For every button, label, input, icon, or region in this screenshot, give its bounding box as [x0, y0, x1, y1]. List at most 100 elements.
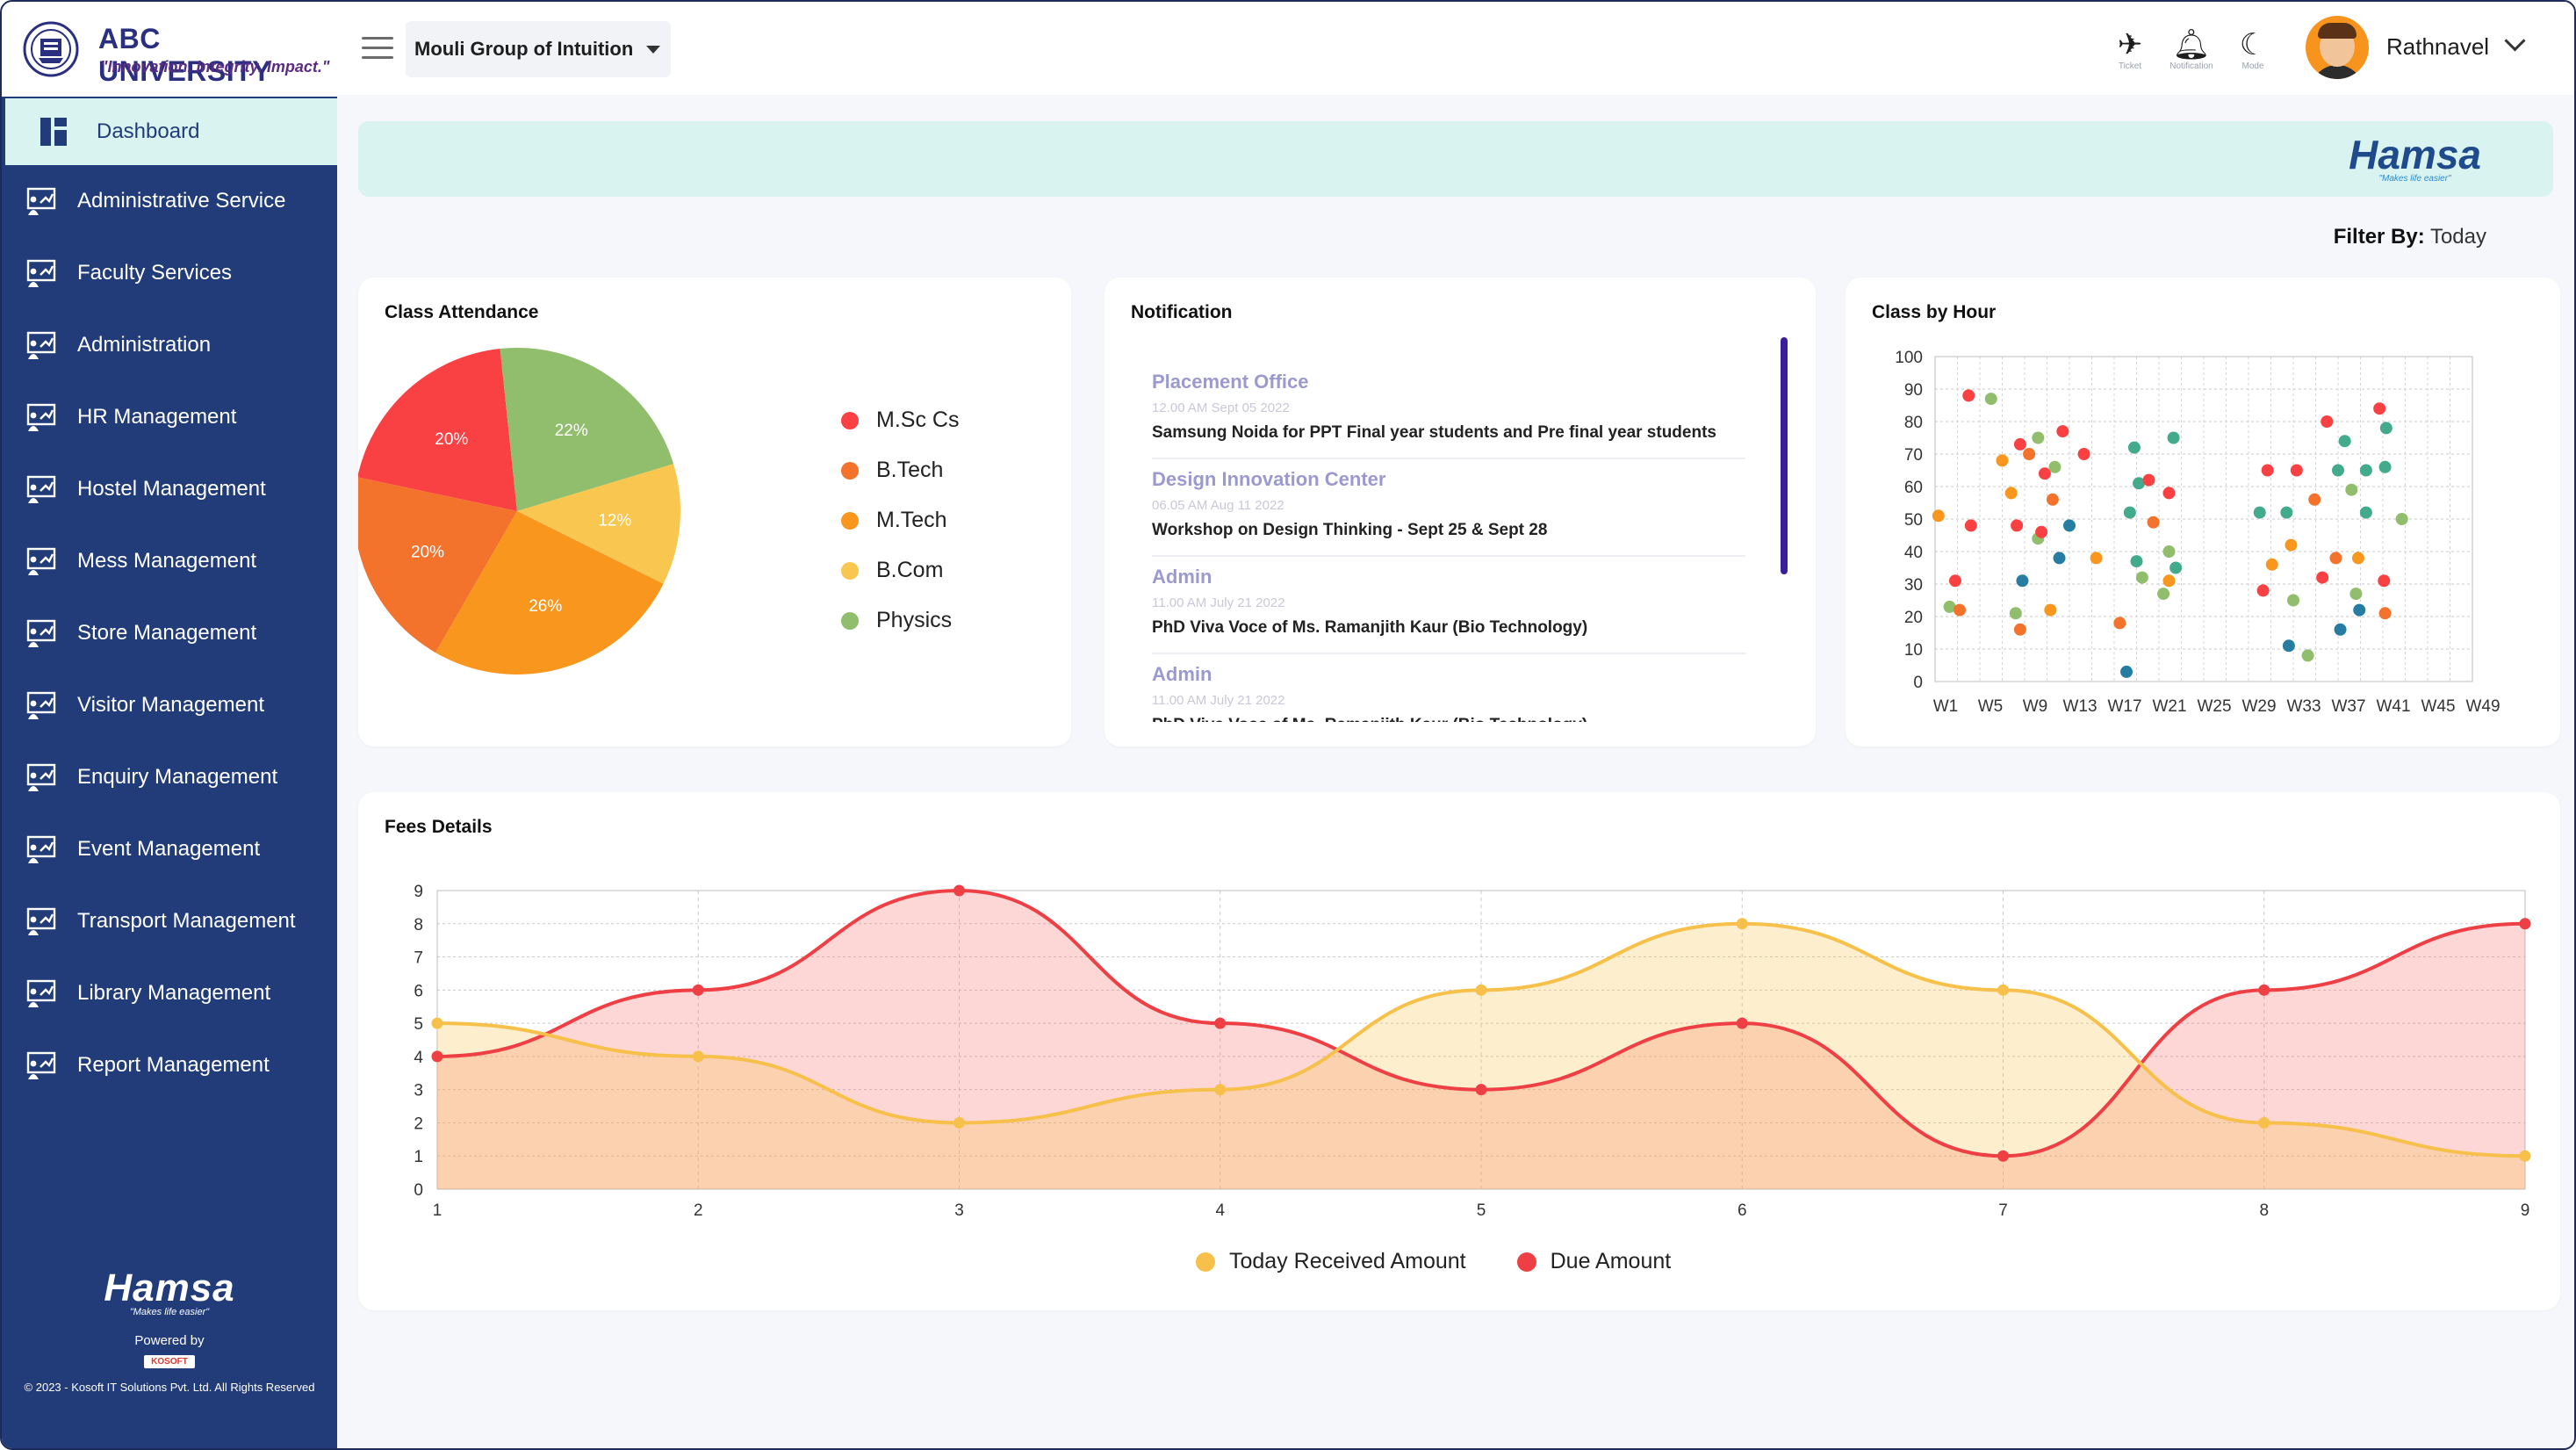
scatter-point[interactable]: [2280, 506, 2293, 519]
scatter-point[interactable]: [2090, 552, 2103, 565]
series-point[interactable]: [1997, 984, 2009, 996]
series-point[interactable]: [1214, 1017, 1227, 1029]
scatter-point[interactable]: [2395, 513, 2408, 525]
series-point[interactable]: [2258, 984, 2270, 996]
scatter-point[interactable]: [2032, 431, 2045, 444]
scatter-point[interactable]: [1954, 603, 1967, 617]
scatter-point[interactable]: [2301, 649, 2314, 662]
legend-item[interactable]: M.Tech: [841, 495, 959, 545]
scatter-point[interactable]: [2048, 460, 2062, 473]
series-point[interactable]: [1475, 984, 1487, 996]
scatter-point[interactable]: [2379, 422, 2393, 435]
chevron-down-icon[interactable]: [2504, 30, 2526, 52]
sidebar-item-enquiry-management[interactable]: Enquiry Management: [2, 741, 337, 813]
scatter-point[interactable]: [2013, 623, 2026, 636]
sidebar-item-administrative-service[interactable]: Administrative Service: [2, 165, 337, 237]
legend-item[interactable]: B.Com: [841, 545, 959, 595]
scatter-point[interactable]: [2011, 519, 2024, 532]
series-point[interactable]: [2258, 1116, 2270, 1129]
pie-slice[interactable]: [358, 477, 517, 653]
scatter-point[interactable]: [2282, 639, 2295, 653]
sidebar-item-transport-management[interactable]: Transport Management: [2, 885, 337, 957]
notification-item[interactable]: Admin 11.00 AM July 21 2022 PhD Viva Voce …: [1152, 557, 1745, 654]
sidebar-item-faculty-services[interactable]: Faculty Services: [2, 237, 337, 309]
sidebar-item-library-management[interactable]: Library Management: [2, 957, 337, 1029]
scatter-point[interactable]: [1996, 454, 2009, 467]
series-point[interactable]: [2519, 1150, 2531, 1162]
scatter-point[interactable]: [2130, 555, 2143, 568]
scatter-point[interactable]: [2056, 425, 2069, 438]
series-point[interactable]: [1475, 1084, 1487, 1096]
notification-scrollbar[interactable]: [1781, 337, 1788, 574]
scatter-point[interactable]: [1964, 519, 1977, 532]
sidebar-item-administration[interactable]: Administration: [2, 309, 337, 381]
scatter-point[interactable]: [2253, 506, 2266, 519]
scatter-point[interactable]: [2135, 571, 2148, 584]
pie-slice[interactable]: [435, 511, 664, 675]
scatter-point[interactable]: [2345, 483, 2358, 496]
notification-list[interactable]: Placement Office 12.00 AM Sept 05 2022 Sam…: [1152, 362, 1745, 722]
scatter-point[interactable]: [2133, 477, 2146, 490]
scatter-point[interactable]: [2167, 431, 2180, 444]
scatter-point[interactable]: [2359, 464, 2372, 477]
legend-item[interactable]: Due Amount: [1516, 1249, 1671, 1274]
sidebar-item-report-management[interactable]: Report Management: [2, 1029, 337, 1101]
scatter-point[interactable]: [2127, 441, 2141, 454]
scatter-point[interactable]: [2063, 519, 2076, 532]
scatter-point[interactable]: [2013, 437, 2026, 451]
scatter-point[interactable]: [2378, 460, 2392, 473]
scatter-point[interactable]: [2373, 402, 2386, 415]
notification-item[interactable]: Design Innovation Center 06.05 AM Aug 11 …: [1152, 459, 1745, 557]
notification-item[interactable]: Placement Office 12.00 AM Sept 05 2022 Sam…: [1152, 362, 1745, 459]
scatter-point[interactable]: [1962, 389, 1975, 402]
scatter-point[interactable]: [2290, 464, 2303, 477]
sidebar-item-visitor-management[interactable]: Visitor Management: [2, 669, 337, 741]
notification-button[interactable]: 🔔︎ Notification: [2163, 28, 2220, 71]
sidebar-item-hostel-management[interactable]: Hostel Management: [2, 453, 337, 525]
scatter-point[interactable]: [2113, 617, 2126, 630]
scatter-point[interactable]: [2046, 493, 2059, 506]
scatter-point[interactable]: [2016, 574, 2029, 588]
scatter-point[interactable]: [1984, 393, 1997, 406]
pie-slice[interactable]: [517, 464, 680, 584]
scatter-point[interactable]: [2334, 623, 2347, 636]
scatter-point[interactable]: [2256, 584, 2270, 597]
series-point[interactable]: [1214, 1084, 1227, 1096]
scatter-point[interactable]: [2147, 516, 2160, 529]
series-point[interactable]: [692, 984, 704, 996]
user-name[interactable]: Rathnavel: [2386, 33, 2490, 60]
scatter-point[interactable]: [2265, 558, 2278, 571]
scatter-point[interactable]: [2321, 415, 2334, 428]
scatter-point[interactable]: [2378, 607, 2392, 620]
scatter-point[interactable]: [2351, 552, 2364, 565]
scatter-point[interactable]: [2004, 487, 2018, 500]
ticket-button[interactable]: ✈ Ticket: [2102, 28, 2158, 71]
pie-slice[interactable]: [358, 349, 517, 511]
legend-item[interactable]: Today Received Amount: [1196, 1249, 1466, 1274]
mode-toggle-button[interactable]: ☾ Mode: [2225, 28, 2281, 71]
scatter-point[interactable]: [1932, 509, 1945, 523]
scatter-point[interactable]: [2038, 467, 2051, 480]
series-point[interactable]: [692, 1050, 704, 1063]
series-point[interactable]: [431, 1050, 443, 1063]
scatter-point[interactable]: [2077, 448, 2090, 460]
scatter-point[interactable]: [2162, 574, 2176, 588]
scatter-point[interactable]: [1948, 574, 1961, 588]
scatter-point[interactable]: [2329, 552, 2342, 565]
scatter-point[interactable]: [2378, 574, 2391, 588]
scatter-point[interactable]: [2053, 552, 2066, 565]
scatter-point[interactable]: [2285, 538, 2298, 552]
scatter-point[interactable]: [2338, 435, 2351, 448]
series-point[interactable]: [1736, 918, 1748, 930]
sidebar-item-store-management[interactable]: Store Management: [2, 597, 337, 669]
legend-item[interactable]: M.Sc Cs: [841, 395, 959, 445]
scatter-point[interactable]: [2009, 607, 2022, 620]
scatter-point[interactable]: [2142, 473, 2155, 487]
hamburger-menu-icon[interactable]: [362, 37, 393, 60]
scatter-point[interactable]: [2162, 545, 2176, 558]
scatter-point[interactable]: [2332, 464, 2344, 477]
scatter-point[interactable]: [2120, 665, 2133, 678]
scatter-point[interactable]: [2316, 571, 2329, 584]
scatter-point[interactable]: [2157, 588, 2170, 601]
scatter-point[interactable]: [2359, 506, 2372, 519]
